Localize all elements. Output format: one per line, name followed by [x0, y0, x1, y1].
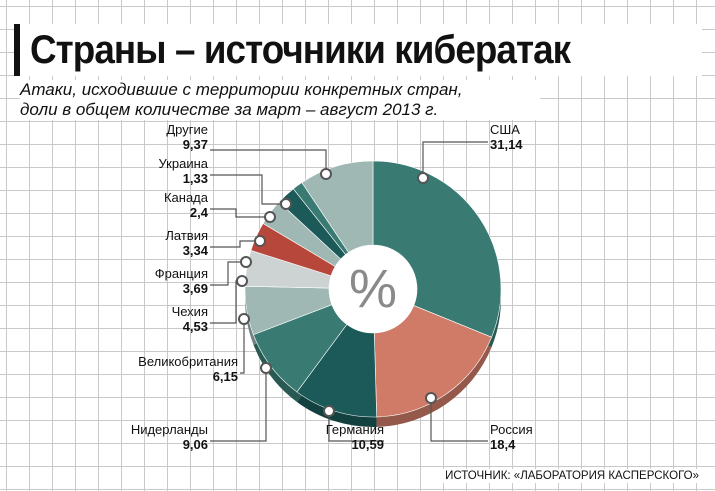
slice-value-label-1: 18,4: [490, 437, 516, 452]
slice-value-label-3: 9,06: [183, 437, 208, 452]
slice-name-label-7: Латвия: [165, 228, 208, 243]
leader-line-8: [210, 208, 270, 218]
slice-name-label-6: Франция: [155, 266, 208, 281]
donut-hole: [329, 245, 417, 333]
title-bar: Страны – источники кибератак: [14, 24, 702, 76]
leader-marker-4: [238, 313, 250, 325]
slice-value-label-6: 3,69: [183, 281, 208, 296]
chart-subtitle: Атаки, исходившие с территории конкретны…: [20, 80, 540, 120]
subtitle-line-1: Атаки, исходившие с территории конкретны…: [20, 80, 463, 99]
source-credit: ИСТОЧНИК: «ЛАБОРАТОРИЯ КАСПЕРСКОГО»: [443, 469, 701, 483]
leader-line-1: [430, 398, 488, 442]
leader-marker-6: [240, 256, 252, 268]
slice-name-label-5: Чехия: [172, 304, 208, 319]
slice-value-label-8: 2,4: [190, 205, 209, 220]
slice-value-label-9: 1,33: [183, 171, 208, 186]
slice-value-label-4: 6,15: [213, 369, 238, 384]
slice-name-label-4: Великобритания: [138, 354, 238, 369]
subtitle-line-2: доли в общем количестве за март – август…: [20, 100, 439, 119]
leader-marker-10: [320, 168, 332, 180]
slice-name-label-9: Украина: [159, 156, 209, 171]
leader-line-0: [422, 141, 488, 178]
slice-name-label-1: Россия: [490, 422, 533, 437]
slice-value-label-10: 9,37: [183, 137, 208, 152]
leader-marker-3: [260, 362, 272, 374]
slice-name-label-10: Другие: [166, 122, 208, 137]
percent-symbol: %: [349, 259, 397, 319]
slice-name-label-8: Канада: [164, 190, 209, 205]
leader-lines: [210, 141, 488, 442]
leader-line-3: [210, 368, 267, 442]
leader-line-4: [240, 319, 245, 374]
leader-marker-9: [280, 198, 292, 210]
leader-marker-0: [417, 172, 429, 184]
slice-value-label-5: 4,53: [183, 319, 208, 334]
leader-line-2: [328, 411, 384, 442]
leader-line-7: [210, 240, 260, 248]
leader-marker-2: [323, 405, 335, 417]
slice-value-label-7: 3,34: [183, 243, 209, 258]
leader-marker-7: [254, 235, 266, 247]
slice-value-label-0: 31,14: [490, 137, 523, 152]
slice-name-label-0: США: [490, 122, 520, 137]
leader-marker-8: [264, 211, 276, 223]
slice-name-label-3: Нидерланды: [131, 422, 208, 437]
leader-marker-5: [236, 275, 248, 287]
leader-line-9: [210, 174, 286, 205]
leader-marker-1: [425, 392, 437, 404]
leader-line-6: [210, 261, 246, 286]
donut-slices: [244, 160, 502, 418]
slice-value-label-2: 10,59: [351, 437, 384, 452]
slice-name-label-2: Германия: [326, 422, 384, 437]
chart-title: Страны – источники кибератак: [30, 28, 571, 72]
leader-line-10: [210, 149, 327, 174]
leader-line-5: [210, 280, 242, 324]
